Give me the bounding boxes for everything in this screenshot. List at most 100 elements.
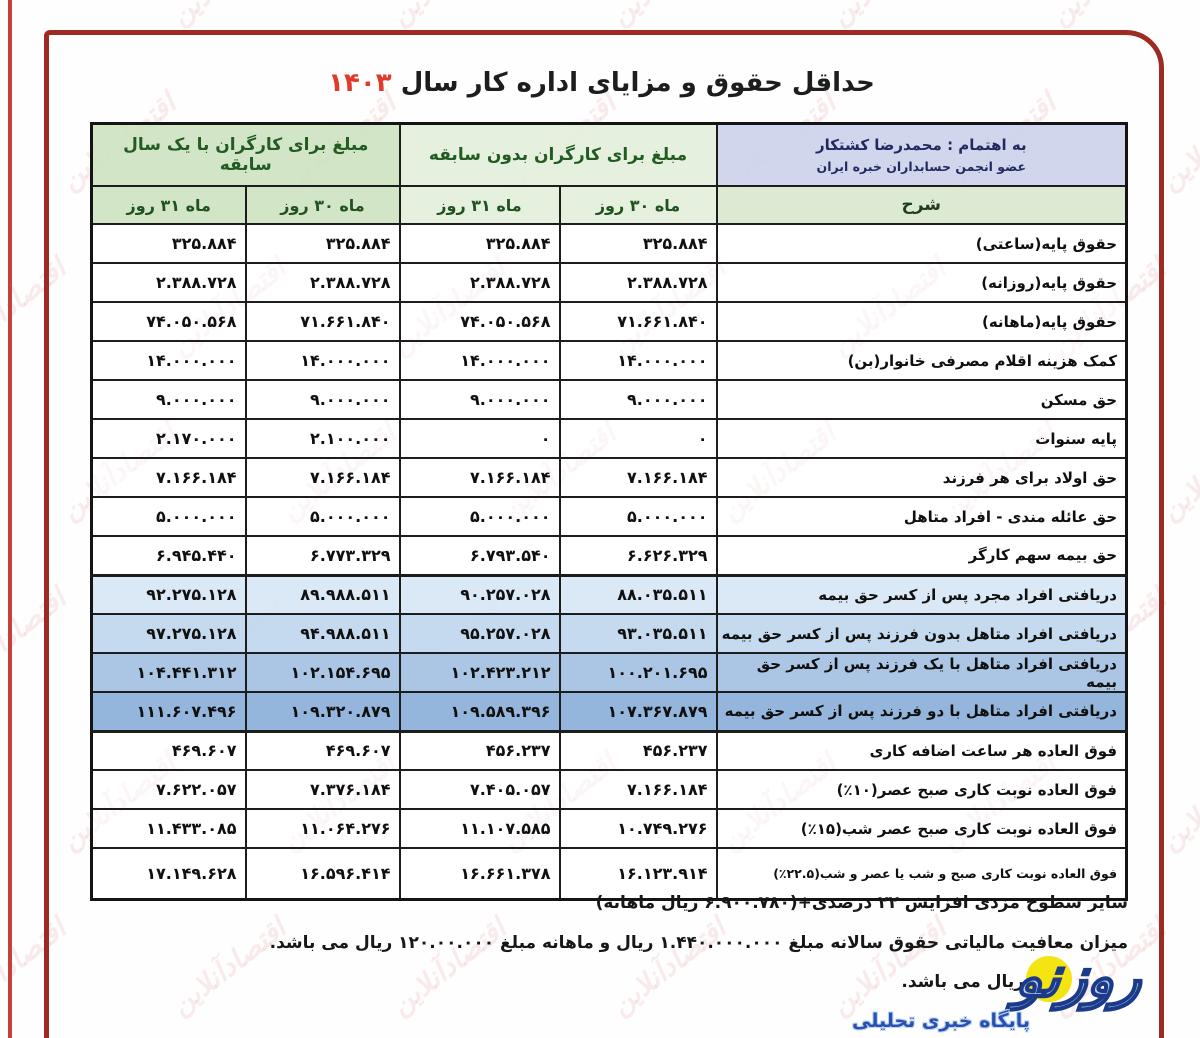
logo-tagline: پایگاه خبری تحلیلی xyxy=(852,1010,1031,1032)
row-value: ۱۴.۰۰۰.۰۰۰ xyxy=(244,340,401,381)
row-value: ۷.۴۰۵.۰۵۷ xyxy=(398,769,561,810)
rooz-no-logo: روزنو پایگاه خبری تحلیلی xyxy=(852,944,1147,1038)
row-value: ۰ xyxy=(398,418,561,459)
row-value: ۴۵۶.۲۳۷ xyxy=(398,729,561,771)
watermark-text: اقتصادآنلاین xyxy=(384,0,512,31)
watermark-text: اقتصادآنلاین xyxy=(824,0,952,31)
row-value: ۲.۳۸۸.۷۲۸ xyxy=(244,262,401,303)
table-row: حق بیمه سهم کارگر ۶.۶۲۶.۳۲۹ ۶.۷۹۳.۵۴۰ ۶.۷۷۳… xyxy=(90,535,1128,576)
row-label: دریافتی افراد متاهل با یک فرزند پس از کس… xyxy=(715,652,1128,693)
table-row: دریافتی افراد متاهل با یک فرزند پس از کس… xyxy=(90,652,1128,693)
row-value: ۷.۱۶۶.۱۸۴ xyxy=(558,769,718,810)
row-value: ۴۶۹.۶۰۷ xyxy=(244,729,401,771)
row-label: حقوق پایه(ماهانه) xyxy=(715,301,1128,342)
row-value: ۱۴.۰۰۰.۰۰۰ xyxy=(90,340,247,381)
row-value: ۸۹.۹۸۸.۵۱۱ xyxy=(244,573,401,615)
row-value: ۷.۱۶۶.۱۸۴ xyxy=(558,457,718,498)
table-row: فوق العاده نوبت کاری صبح و شب یا عصر و ش… xyxy=(90,847,1128,900)
header-column-row: شرح ماه ۳۰ روز ماه ۳۱ روز ماه ۳۰ روز ماه… xyxy=(90,185,1128,225)
logo-yellow-circle xyxy=(1026,956,1072,1002)
row-value: ۲.۱۰۰.۰۰۰ xyxy=(244,418,401,459)
row-value: ۱۶.۱۲۳.۹۱۴ xyxy=(558,847,718,900)
row-value: ۵.۰۰۰.۰۰۰ xyxy=(90,496,247,537)
row-value: ۹.۰۰۰.۰۰۰ xyxy=(90,379,247,420)
row-value: ۳۲۵.۸۸۴ xyxy=(398,223,561,264)
row-value: ۶.۹۴۵.۴۴۰ xyxy=(90,535,247,576)
row-value: ۰ xyxy=(558,418,718,459)
row-value: ۱۴.۰۰۰.۰۰۰ xyxy=(398,340,561,381)
row-value: ۱۴.۰۰۰.۰۰۰ xyxy=(558,340,718,381)
row-label: حق مسکن xyxy=(715,379,1128,420)
row-label: حق بیمه سهم کارگر xyxy=(715,535,1128,576)
row-label: کمک هزینه اقلام مصرفی خانوار(بن) xyxy=(715,340,1128,381)
row-value: ۸۸.۰۳۵.۵۱۱ xyxy=(558,573,718,615)
row-label: دریافتی افراد متاهل بدون فرزند پس از کسر… xyxy=(715,613,1128,654)
table-row: دریافتی افراد متاهل با دو فرزند پس از کس… xyxy=(90,691,1128,732)
watermark-text: اقتصادآنلاین xyxy=(604,0,732,31)
row-value: ۱۱.۰۶۴.۲۷۶ xyxy=(244,808,401,849)
row-value: ۱۰۹.۵۸۹.۳۹۶ xyxy=(398,691,561,732)
row-value: ۱۰۴.۴۴۱.۳۱۲ xyxy=(90,652,247,693)
row-label: حق اولاد برای هر فرزند xyxy=(715,457,1128,498)
row-value: ۵.۰۰۰.۰۰۰ xyxy=(558,496,718,537)
row-value: ۵.۰۰۰.۰۰۰ xyxy=(244,496,401,537)
row-value: ۱۰.۷۴۹.۲۷۶ xyxy=(558,808,718,849)
curator-cell: به اهتمام : محمدرضا کشتکار عضو انجمن حسا… xyxy=(715,122,1128,187)
salary-table-wrapper: به اهتمام : محمدرضا کشتکار عضو انجمن حسا… xyxy=(90,122,1129,901)
watermark-text: اقتصادآنلاین xyxy=(164,0,292,31)
row-value: ۳۲۵.۸۸۴ xyxy=(244,223,401,264)
row-label: حقوق پایه(ساعتی) xyxy=(715,223,1128,264)
left-red-edge-line xyxy=(8,0,12,1038)
logo-brand-text: روزنو xyxy=(1012,944,1147,1012)
table-row: حق اولاد برای هر فرزند ۷.۱۶۶.۱۸۴ ۷.۱۶۶.۱۸۴… xyxy=(90,457,1128,498)
row-label: فوق العاده نوبت کاری صبح و شب یا عصر و ش… xyxy=(715,847,1128,900)
watermark-text: اقتصادآنلاین xyxy=(1044,0,1172,31)
row-value: ۹۳.۰۳۵.۵۱۱ xyxy=(558,613,718,654)
page-title: حداقل حقوق و مزایای اداره کار سال ۱۴۰۳ xyxy=(44,68,1159,98)
column-header-month31-noexp: ماه ۳۱ روز xyxy=(398,185,561,225)
row-value: ۲.۳۸۸.۷۲۸ xyxy=(558,262,718,303)
row-value: ۹۲.۲۷۵.۱۲۸ xyxy=(90,573,247,615)
row-value: ۷۱.۶۶۱.۸۴۰ xyxy=(244,301,401,342)
row-label: فوق العاده نوبت کاری صبح عصر شب(۱۵٪) xyxy=(715,808,1128,849)
curator-membership: عضو انجمن حسابداران خبره ایران xyxy=(816,159,1026,174)
column-header-month31-oneyear: ماه ۳۱ روز xyxy=(90,185,247,225)
table-row: پایه سنوات ۰ ۰ ۲.۱۰۰.۰۰۰ ۲.۱۷۰.۰۰۰ xyxy=(90,418,1128,459)
row-value: ۱۰۲.۴۲۳.۲۱۲ xyxy=(398,652,561,693)
row-label: پایه سنوات xyxy=(715,418,1128,459)
table-row: فوق العاده نوبت کاری صبح عصر شب(۱۵٪) ۱۰.۷… xyxy=(90,808,1128,849)
table-row: دریافتی افراد متاهل بدون فرزند پس از کسر… xyxy=(90,613,1128,654)
row-label: فوق العاده نوبت کاری صبح عصر(۱۰٪) xyxy=(715,769,1128,810)
row-label: دریافتی افراد متاهل با دو فرزند پس از کس… xyxy=(715,691,1128,732)
row-value: ۹.۰۰۰.۰۰۰ xyxy=(398,379,561,420)
row-value: ۷.۱۶۶.۱۸۴ xyxy=(90,457,247,498)
note-tax-exemption: میزان معافیت مالیاتی حقوق سالانه مبلغ ۱.… xyxy=(269,933,1128,953)
row-value: ۹۵.۲۵۷.۰۲۸ xyxy=(398,613,561,654)
row-value: ۳۲۵.۸۸۴ xyxy=(90,223,247,264)
row-value: ۱۰۹.۳۲۰.۸۷۹ xyxy=(244,691,401,732)
row-value: ۷۱.۶۶۱.۸۴۰ xyxy=(558,301,718,342)
table-body: حقوق پایه(ساعتی) ۳۲۵.۸۸۴ ۳۲۵.۸۸۴ ۳۲۵.۸۸۴ ۳۲۵… xyxy=(90,223,1128,900)
column-header-month30-noexp: ماه ۳۰ روز xyxy=(558,185,718,225)
table-row: حقوق پایه(ساعتی) ۳۲۵.۸۸۴ ۳۲۵.۸۸۴ ۳۲۵.۸۸۴ ۳۲۵… xyxy=(90,223,1128,264)
row-value: ۹۴.۹۸۸.۵۱۱ xyxy=(244,613,401,654)
row-value: ۶.۷۹۳.۵۴۰ xyxy=(398,535,561,576)
row-label: حق عائله مندی - افراد متاهل xyxy=(715,496,1128,537)
note-currency-fragment: ه ریال می باشد. xyxy=(901,972,1040,992)
column-header-month30-oneyear: ماه ۳۰ روز xyxy=(244,185,401,225)
table-row: دریافتی افراد مجرد پس از کسر حق بیمه ۸۸.۰… xyxy=(90,573,1128,615)
row-value: ۲.۱۷۰.۰۰۰ xyxy=(90,418,247,459)
table-row: حقوق پایه(ماهانه) ۷۱.۶۶۱.۸۴۰ ۷۴.۰۵۰.۵۶۸ ۷۱.… xyxy=(90,301,1128,342)
row-value: ۱۱۱.۶۰۷.۴۹۶ xyxy=(90,691,247,732)
row-value: ۷۴.۰۵۰.۵۶۸ xyxy=(398,301,561,342)
row-label: دریافتی افراد مجرد پس از کسر حق بیمه xyxy=(715,573,1128,615)
salary-table: به اهتمام : محمدرضا کشتکار عضو انجمن حسا… xyxy=(90,122,1129,901)
row-value: ۵.۰۰۰.۰۰۰ xyxy=(398,496,561,537)
page-title-year: ۱۴۰۳ xyxy=(328,68,392,98)
row-value: ۷.۶۲۲.۰۵۷ xyxy=(90,769,247,810)
row-value: ۱۷.۱۴۹.۶۲۸ xyxy=(90,847,247,900)
row-value: ۱۱.۱۰۷.۵۸۵ xyxy=(398,808,561,849)
row-value: ۷.۳۷۶.۱۸۴ xyxy=(244,769,401,810)
row-value: ۱۰۲.۱۵۴.۶۹۵ xyxy=(244,652,401,693)
